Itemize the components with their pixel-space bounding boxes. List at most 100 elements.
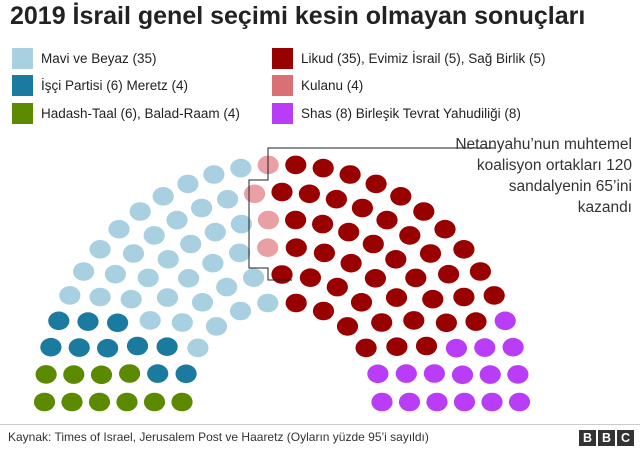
seat-dot [89, 287, 111, 307]
seat-dot [285, 238, 307, 257]
seat-dot [385, 288, 408, 307]
seat-dot [285, 210, 307, 230]
seat-dot [97, 338, 119, 358]
seat-dot [399, 226, 421, 245]
seat-dot [474, 338, 496, 357]
seat-dot [217, 189, 239, 209]
seat-dot [422, 289, 444, 309]
seat-dot [126, 336, 149, 356]
seat-dot [77, 312, 99, 331]
seat-dot [33, 392, 56, 412]
seat-dot [453, 392, 476, 412]
legend: Mavi ve Beyaz (35) Likud (35), Evimiz İs… [0, 46, 640, 136]
seat-dot [350, 293, 373, 312]
seat-dot [187, 338, 209, 358]
seat-dot [483, 286, 505, 305]
coalition-bracket [248, 147, 494, 281]
bbc-logo: B B C [579, 430, 634, 446]
chart-title: 2019 İsrail genel seçimi kesin olmayan s… [10, 2, 586, 30]
seat-dot [435, 313, 457, 333]
seat-dot [35, 365, 57, 384]
seat-dot [63, 365, 85, 384]
seat-dot [175, 364, 197, 384]
legend-item-hadash-taal: Hadash-Taal (6), Balad-Raam (4) [12, 103, 240, 124]
seat-dot [73, 262, 95, 281]
seat-dot [191, 198, 213, 218]
seat-dot [298, 184, 320, 204]
seat-dot [180, 234, 202, 254]
bbc-logo-letter: C [617, 430, 634, 446]
seat-dot [371, 313, 393, 332]
seat-dot [68, 338, 90, 357]
seat-dot [271, 265, 293, 284]
seat-dot [423, 364, 445, 383]
seat-dot [481, 392, 503, 412]
legend-item-isci-partisi: İşçi Partisi (6) Meretz (4) [12, 75, 188, 96]
seat-dot [312, 158, 334, 178]
seat-dot [116, 392, 138, 412]
seat-dot [285, 155, 307, 175]
seat-dot [451, 365, 474, 385]
seat-dot [438, 264, 460, 284]
seat-dot [48, 311, 70, 331]
seat-dot [191, 293, 214, 312]
seat-dot [376, 210, 398, 230]
footer-divider [0, 424, 640, 425]
seat-dot [398, 392, 421, 412]
seat-dot [339, 165, 361, 184]
seat-dot [171, 313, 193, 332]
seat-dot [364, 269, 386, 288]
seat-dot [390, 187, 412, 206]
seat-dot [336, 317, 359, 336]
seat-dot [299, 268, 321, 288]
seat-dot [177, 174, 199, 194]
seat-dot [178, 269, 200, 288]
seat-dot [415, 336, 438, 356]
legend-swatch [12, 75, 33, 96]
bbc-logo-letter: B [579, 430, 596, 446]
bbc-logo-letter: B [598, 430, 615, 446]
seat-dot [40, 337, 62, 357]
seat-dot [143, 392, 166, 412]
legend-label: Hadash-Taal (6), Balad-Raam (4) [41, 106, 240, 121]
source-note: Kaynak: Times of Israel, Jerusalem Post … [8, 430, 429, 444]
seat-dot [244, 184, 266, 204]
seat-dot [243, 268, 265, 288]
seat-dot [216, 277, 238, 297]
seat-dot [152, 187, 174, 206]
seat-dot [156, 337, 178, 357]
seat-dot [453, 240, 475, 259]
seat-dot [365, 174, 387, 194]
seat-dot [230, 214, 252, 234]
legend-label: Likud (35), Evimiz İsrail (5), Sağ Birli… [301, 51, 546, 66]
seat-dot [465, 312, 487, 331]
seat-dot [426, 392, 448, 412]
seat-dot [508, 392, 531, 412]
legend-item-kulanu: Kulanu (4) [272, 75, 363, 96]
seat-dot [338, 222, 360, 242]
seat-dot [59, 286, 81, 305]
seat-dot [108, 219, 130, 239]
seat-dot [419, 244, 442, 263]
seat-dot [507, 365, 529, 384]
seat-dot [257, 238, 279, 257]
seat-dot [229, 301, 252, 321]
seat-dot [205, 317, 228, 336]
seat-dot [129, 202, 151, 221]
legend-swatch [272, 103, 293, 124]
legend-swatch [272, 75, 293, 96]
seat-dot [229, 243, 251, 263]
seat-dot [479, 365, 501, 384]
seat-dot [166, 210, 188, 230]
seat-dot [271, 182, 293, 202]
seat-dot [104, 264, 126, 284]
seat-dot [312, 301, 335, 321]
seat-dot [120, 289, 142, 309]
seat-dot [119, 364, 141, 383]
seat-dot [143, 226, 165, 245]
seat-dot [285, 293, 307, 313]
legend-label: Kulanu (4) [301, 78, 364, 93]
seat-dot [61, 392, 83, 412]
seat-dot [403, 311, 425, 330]
seat-dot [445, 338, 467, 358]
